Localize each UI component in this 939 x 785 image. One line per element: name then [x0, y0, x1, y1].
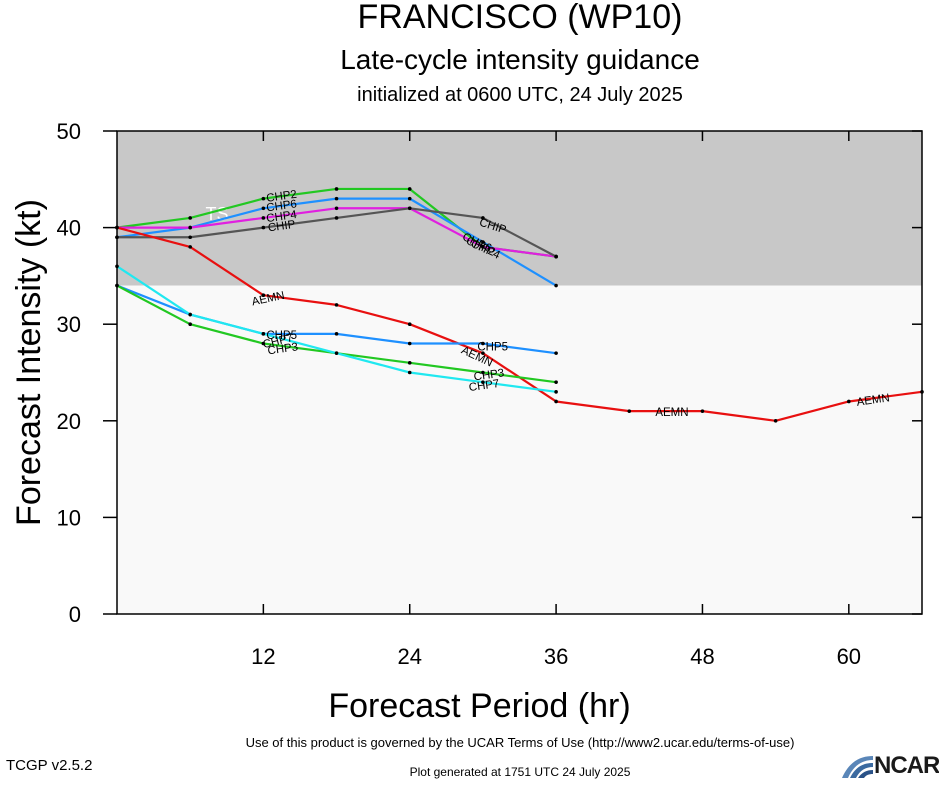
data-point-chp2: [407, 187, 412, 191]
data-point-chp6: [407, 196, 412, 201]
plot-frame: [116, 130, 923, 615]
data-point-aemn: [261, 293, 266, 298]
series-label-chp3: CHP3: [267, 341, 299, 357]
data-point-chp5: [407, 341, 412, 346]
data-point-aemn: [700, 409, 705, 413]
x-tick-label: 48: [690, 644, 714, 669]
intensity-band-ts: [117, 131, 922, 286]
data-point-chp3: [554, 380, 558, 384]
y-tick-label: 30: [57, 312, 81, 337]
data-point-chp7: [481, 380, 485, 384]
data-point-chip: [554, 254, 558, 259]
data-point-chip: [334, 216, 339, 220]
version-label: TCGP v2.5.2: [6, 757, 93, 774]
series-label-chp7: CHP7: [468, 378, 500, 394]
terms-of-use-notice: Use of this product is governed by the U…: [245, 735, 795, 750]
data-point-chp4: [188, 225, 192, 230]
series-label-chp5: CHP5: [266, 330, 297, 342]
y-tick-label: 20: [57, 409, 81, 434]
chart-subtitle: Late-cycle intensity guidance: [340, 44, 700, 75]
data-point-chp5: [554, 351, 558, 355]
ncar-swoosh-icon: [842, 756, 873, 778]
data-point-chp6: [554, 283, 558, 288]
data-point-chp2: [334, 187, 339, 191]
ncar-logo: NCAR: [840, 752, 939, 780]
series-label-chp2: CHP2: [266, 189, 298, 205]
data-point-chp6: [481, 240, 485, 244]
series-label-aemn: AEMN: [655, 407, 688, 419]
y-tick-label: 10: [57, 505, 81, 530]
data-point-chp5: [334, 332, 339, 336]
y-tick-label: 50: [57, 119, 81, 144]
data-point-chip: [407, 206, 412, 211]
plot-generated-time: Plot generated at 1751 UTC 24 July 2025: [409, 765, 631, 779]
ncar-logo-text: NCAR: [874, 752, 939, 779]
data-point-chp2: [188, 216, 192, 220]
data-point-chp3: [261, 341, 266, 346]
data-point-chp7: [334, 351, 339, 355]
data-point-chip: [188, 235, 192, 240]
data-point-chip: [481, 216, 485, 220]
data-point-aemn: [481, 351, 485, 355]
data-point-chp6: [334, 196, 339, 201]
y-axis-label: Forecast Intensity (kt): [10, 199, 48, 526]
data-point-aemn: [773, 419, 778, 423]
x-axis-label: Forecast Period (hr): [328, 687, 630, 725]
data-point-chp3: [188, 322, 192, 327]
series-label-chp3: CHP3: [473, 367, 505, 383]
data-point-aemn: [407, 322, 412, 327]
data-point-chp4: [334, 206, 339, 211]
data-point-chp3: [481, 370, 485, 375]
x-tick-label: 12: [251, 644, 275, 669]
data-point-chp4: [261, 216, 266, 220]
data-point-aemn: [554, 399, 558, 404]
series-label-chp5: CHP5: [477, 341, 508, 353]
x-tick-label: 24: [397, 644, 421, 669]
data-point-aemn: [847, 399, 851, 404]
data-point-chp7: [261, 332, 266, 336]
series-label-chp6: CHP6: [266, 198, 298, 214]
data-point-aemn: [188, 245, 192, 249]
series-label-aemn: AEMN: [856, 392, 891, 409]
data-point-chp7: [554, 390, 558, 394]
x-tick-label: 60: [837, 644, 861, 669]
initialization-time: initialized at 0600 UTC, 24 July 2025: [357, 84, 683, 106]
data-point-chp7: [407, 370, 412, 375]
y-tick-label: 0: [69, 602, 81, 627]
x-tick-label: 36: [544, 644, 568, 669]
data-point-chp6: [261, 206, 266, 211]
chart-title: FRANCISCO (WP10): [357, 0, 683, 36]
data-point-chp3: [407, 361, 412, 365]
data-point-aemn: [334, 303, 339, 307]
data-point-chip: [261, 225, 266, 230]
y-tick-label: 40: [57, 216, 81, 241]
data-point-chp2: [261, 196, 266, 201]
data-point-chp4: [481, 245, 485, 249]
series-label-chp4: CHP4: [266, 209, 299, 225]
series-label-chip: CHIP: [267, 219, 296, 235]
data-point-aemn: [627, 409, 632, 413]
intensity-band-below-ts: [117, 285, 922, 614]
data-point-chp5: [481, 341, 485, 346]
data-point-chp7: [188, 312, 192, 317]
